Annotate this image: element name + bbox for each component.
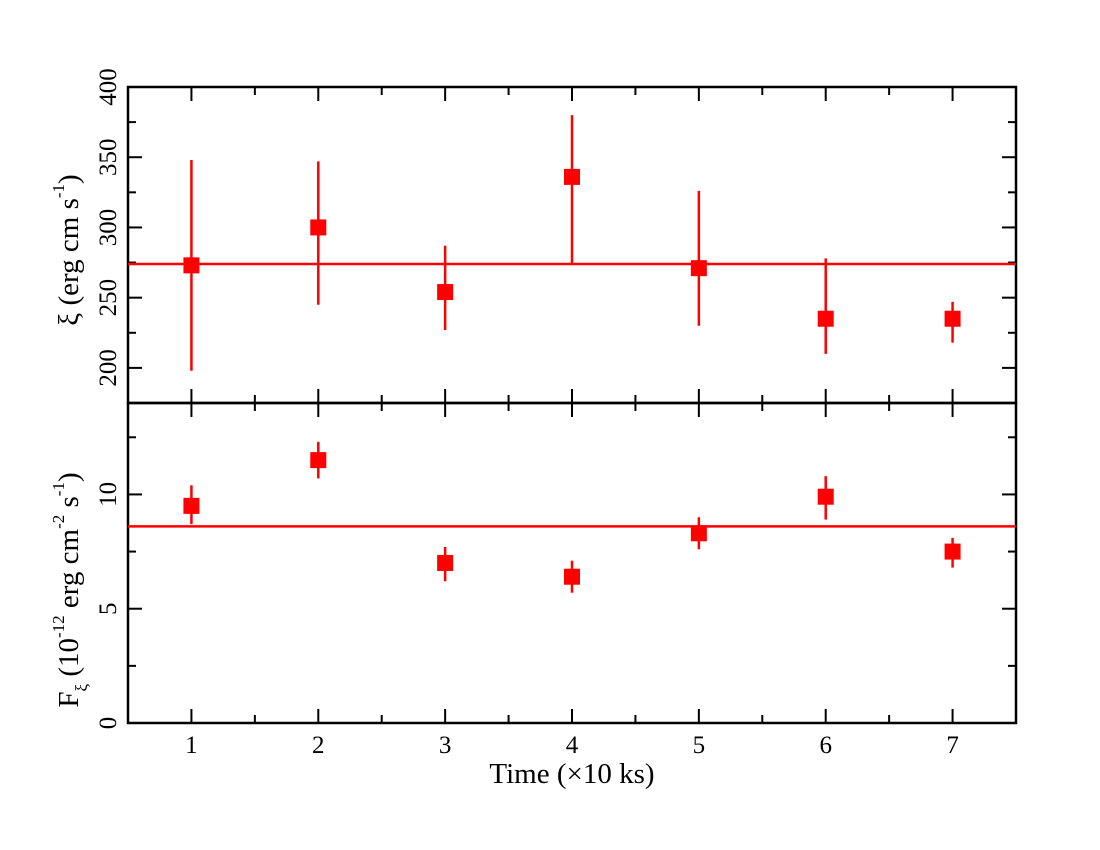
top-data-point [437, 284, 454, 301]
x-tick-label: 5 [693, 732, 706, 759]
top-y-axis-title-group: ξ (erg cm s-1) [49, 174, 85, 325]
x-tick-label: 2 [312, 732, 325, 759]
bottom-y-axis-title: Fξ (10-12 erg cm-2 s-1) [49, 472, 91, 707]
bottom-data-point [437, 555, 454, 571]
bottom-y-tick-label: 10 [95, 482, 122, 507]
bottom-y-tick-label: 5 [95, 602, 122, 615]
x-axis-title: Time (×10 ks) [489, 758, 654, 790]
top-data-point [183, 257, 200, 274]
bottom-data-point [310, 452, 327, 469]
top-data-point [690, 260, 707, 277]
bottom-data-point [564, 568, 580, 585]
x-tick-label: 4 [566, 732, 579, 759]
top-data-point [817, 310, 834, 327]
bottom-panel: 0 5 10 1 2 3 4 5 6 7 [95, 401, 1018, 759]
top-data-point [564, 168, 580, 185]
top-y-axis-title: ξ (erg cm s-1) [49, 174, 85, 325]
x-tick-label: 3 [439, 732, 452, 759]
bottom-data-point [183, 497, 200, 514]
top-data-point [944, 310, 961, 327]
bottom-y-axis-title-group: Fξ (10-12 erg cm-2 s-1) [49, 472, 91, 707]
x-tick-label: 6 [819, 732, 832, 759]
top-data-point [310, 219, 327, 236]
x-tick-label: 7 [946, 732, 959, 759]
top-y-tick-label: 350 [95, 138, 122, 176]
bottom-data-point [690, 525, 707, 542]
bottom-data-point [817, 488, 834, 505]
top-y-tick-label: 200 [95, 349, 122, 387]
x-tick-label: 1 [185, 732, 198, 759]
top-y-tick-label: 300 [95, 209, 122, 247]
top-y-tick-label: 250 [95, 279, 122, 317]
bottom-y-tick-label: 0 [95, 717, 122, 730]
top-y-tick-label: 400 [95, 68, 122, 106]
bottom-data-point [944, 543, 961, 560]
top-panel: 200 250 300 350 400 [95, 68, 1018, 405]
